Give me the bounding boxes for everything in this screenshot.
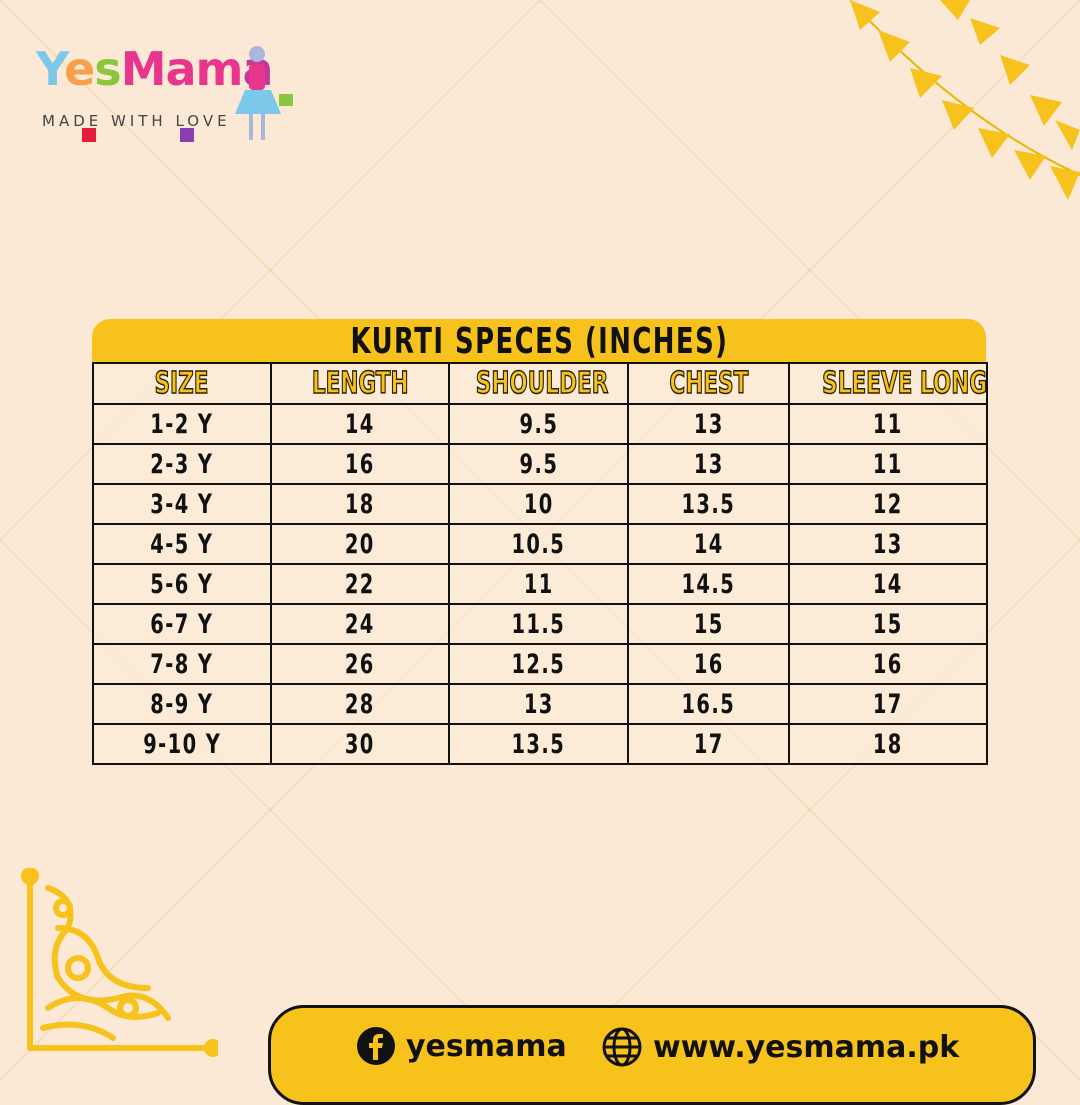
- table-cell: 11: [788, 403, 988, 445]
- table-cell: 16: [788, 643, 988, 685]
- facebook-link[interactable]: yesmama: [356, 1026, 567, 1066]
- table-cell: 28: [270, 683, 450, 725]
- column-header: CHEST: [627, 362, 790, 405]
- table-cell: 1-2 Y: [92, 403, 272, 445]
- table-row: 8-9 Y 28 13 16.5 17: [92, 683, 988, 725]
- website-link[interactable]: www.yesmama.pk: [601, 1026, 959, 1068]
- facebook-icon: [357, 1027, 395, 1065]
- website-url: www.yesmama.pk: [653, 1029, 960, 1065]
- table-cell: 9-10 Y: [92, 723, 272, 765]
- footer-bar: yesmama www.yesmama.pk: [268, 1005, 1036, 1105]
- table-cell: 10: [448, 483, 629, 525]
- table-row: 7-8 Y 26 12.5 16 16: [92, 643, 988, 685]
- table-cell: 4-5 Y: [92, 523, 272, 565]
- table-cell: 6-7 Y: [92, 603, 272, 645]
- table-cell: 17: [627, 723, 790, 765]
- shopping-bag-icon: [180, 128, 194, 142]
- shopping-bag-icon: [82, 128, 96, 142]
- table-cell: 14: [788, 563, 988, 605]
- table-cell: 11.5: [448, 603, 629, 645]
- header-row: SIZE LENGTH SHOULDER CHEST SLEEVE LONG: [92, 362, 988, 405]
- table-row: 2-3 Y 16 9.5 13 11: [92, 443, 988, 485]
- brand-logo: YesMama MADE WITH LOVE: [30, 40, 310, 150]
- size-chart: KURTI SPECES (INCHES) SIZE LENGTH SHOULDER…: [92, 319, 988, 765]
- table-cell: 22: [270, 563, 450, 605]
- table-row: 1-2 Y 14 9.5 13 11: [92, 403, 988, 445]
- table-cell: 13: [627, 443, 790, 485]
- table-cell: 16: [270, 443, 450, 485]
- table-row: 5-6 Y 22 11 14.5 14: [92, 563, 988, 605]
- table-row: 4-5 Y 20 10.5 14 13: [92, 523, 988, 565]
- table-cell: 16: [627, 643, 790, 685]
- table-cell: 9.5: [448, 403, 629, 445]
- table-cell: 5-6 Y: [92, 563, 272, 605]
- table-cell: 15: [788, 603, 988, 645]
- table-cell: 7-8 Y: [92, 643, 272, 685]
- table-cell: 9.5: [448, 443, 629, 485]
- globe-icon: [602, 1027, 642, 1067]
- table-cell: 8-9 Y: [92, 683, 272, 725]
- size-table: SIZE LENGTH SHOULDER CHEST SLEEVE LONG 1-2 Y…: [92, 362, 988, 765]
- table-cell: 3-4 Y: [92, 483, 272, 525]
- facebook-handle: yesmama: [406, 1028, 567, 1064]
- logo-wordmark: YesMama: [36, 42, 274, 96]
- table-cell: 20: [270, 523, 450, 565]
- column-header: SIZE: [92, 362, 272, 405]
- table-cell: 18: [788, 723, 988, 765]
- table-cell: 18: [270, 483, 450, 525]
- column-header: SLEEVE LONG: [788, 362, 988, 405]
- chart-title: KURTI SPECES (INCHES): [92, 319, 986, 362]
- table-cell: 17: [788, 683, 988, 725]
- table-cell: 15: [627, 603, 790, 645]
- table-cell: 14: [627, 523, 790, 565]
- table-cell: 13.5: [448, 723, 629, 765]
- table-cell: 13: [627, 403, 790, 445]
- logo-tagline: MADE WITH LOVE: [42, 112, 231, 130]
- table-cell: 12: [788, 483, 988, 525]
- table-row: 9-10 Y 30 13.5 17 18: [92, 723, 988, 765]
- table-cell: 13: [788, 523, 988, 565]
- table-cell: 26: [270, 643, 450, 685]
- table-cell: 16.5: [627, 683, 790, 725]
- table-cell: 11: [788, 443, 988, 485]
- table-cell: 11: [448, 563, 629, 605]
- table-cell: 2-3 Y: [92, 443, 272, 485]
- corner-ornament: [21, 868, 218, 1057]
- table-cell: 14.5: [627, 563, 790, 605]
- table-cell: 13.5: [627, 483, 790, 525]
- column-header: LENGTH: [270, 362, 450, 405]
- table-cell: 12.5: [448, 643, 629, 685]
- bunting-decoration: [850, 0, 1080, 200]
- table-cell: 24: [270, 603, 450, 645]
- woman-shopping-icon: [235, 46, 293, 140]
- column-header: SHOULDER: [448, 362, 629, 405]
- table-cell: 13: [448, 683, 629, 725]
- table-cell: 10.5: [448, 523, 629, 565]
- table-cell: 14: [270, 403, 450, 445]
- table-cell: 30: [270, 723, 450, 765]
- table-row: 6-7 Y 24 11.5 15 15: [92, 603, 988, 645]
- table-row: 3-4 Y 18 10 13.5 12: [92, 483, 988, 525]
